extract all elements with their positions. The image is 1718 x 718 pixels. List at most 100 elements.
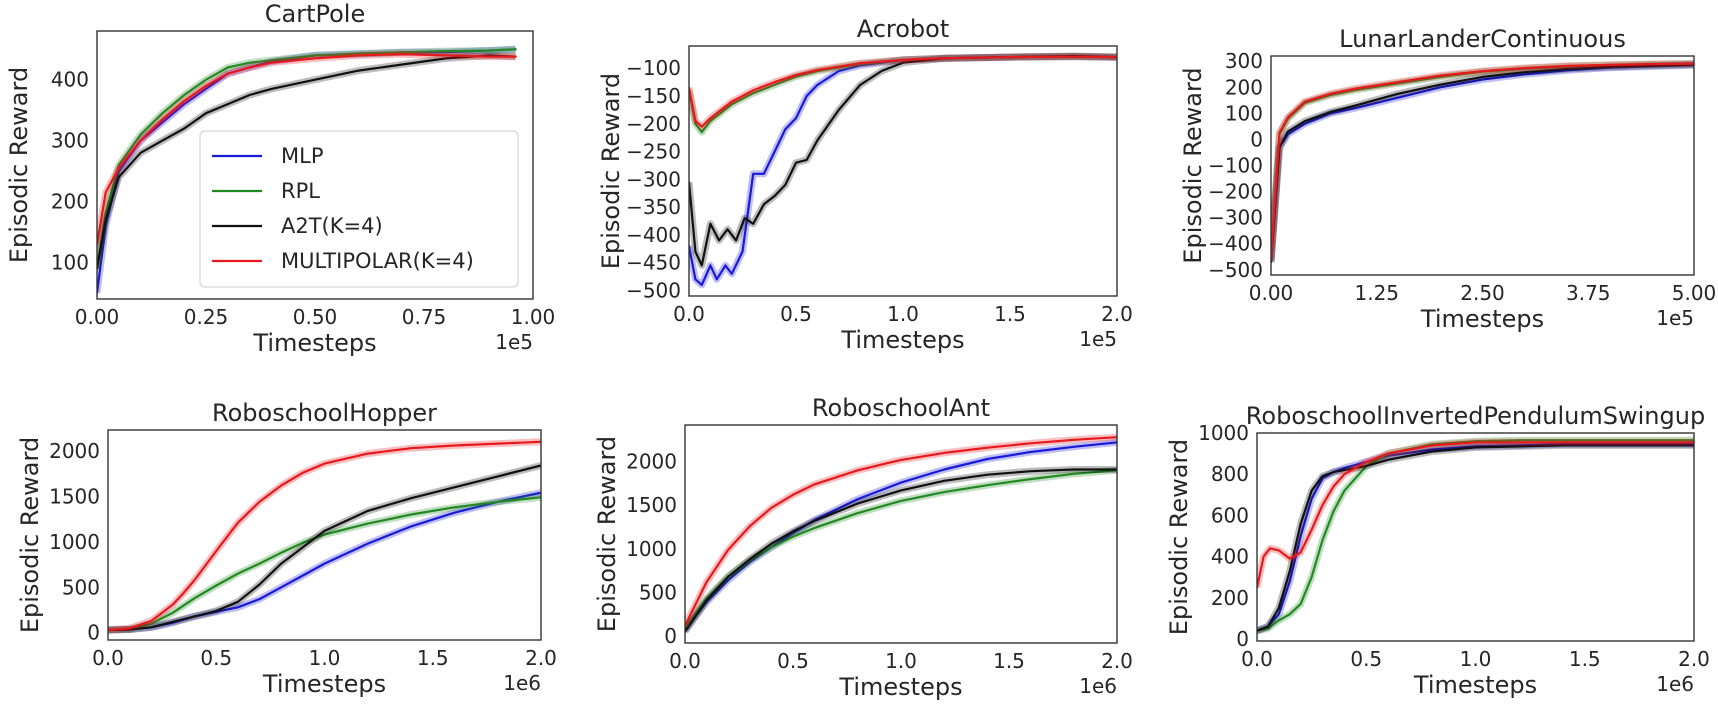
series-line-3 [97, 52, 517, 246]
y-axis-label: Episodic Reward [16, 437, 44, 633]
chart-title: Acrobot [857, 15, 950, 43]
x-tick-label: 2.0 [1678, 647, 1710, 671]
x-tick-label: 1.0 [309, 646, 341, 670]
series-band-3 [1257, 438, 1694, 589]
y-tick-label: −200 [1208, 180, 1263, 204]
y-tick-label: 100 [1225, 101, 1263, 125]
x-axis-exponent: 1e5 [1079, 327, 1117, 351]
chart-title: RoboschoolHopper [212, 399, 437, 427]
series-line-2 [108, 464, 541, 632]
x-axis-label: Timesteps [1413, 671, 1537, 699]
legend-entry-1: RPL [281, 179, 320, 203]
x-axis-exponent: 1e6 [503, 671, 541, 695]
y-tick-label: 0 [664, 624, 677, 648]
y-tick-label: 600 [1211, 503, 1249, 527]
y-tick-label: 2000 [49, 439, 100, 463]
x-tick-label: 1.5 [1569, 647, 1601, 671]
plot-frame [1256, 432, 1695, 642]
x-axis-exponent: 1e5 [495, 330, 533, 354]
series-line-2 [1271, 63, 1694, 264]
y-tick-label: 400 [1211, 545, 1249, 569]
y-tick-label: 0 [1236, 627, 1249, 651]
series-line-3 [685, 436, 1117, 627]
series-line-3 [1271, 62, 1694, 261]
y-tick-label: 1500 [626, 493, 677, 517]
series-group [1257, 436, 1694, 635]
series-line-3 [1257, 441, 1694, 589]
x-axis-label: Timesteps [840, 326, 964, 354]
x-tick-label: 1.5 [993, 649, 1025, 673]
x-axis-exponent: 1e6 [1656, 672, 1694, 696]
x-tick-label: 0.00 [75, 305, 120, 329]
y-tick-label: 500 [639, 580, 677, 604]
plot-frame [684, 424, 1118, 644]
x-tick-label: 0.5 [777, 649, 809, 673]
series-group [1271, 60, 1694, 264]
series-line-1 [1257, 439, 1694, 632]
y-tick-label: 2000 [626, 450, 677, 474]
y-tick-label: 1500 [49, 484, 100, 508]
x-axis-label: Timesteps [1420, 305, 1544, 333]
y-tick-label: −200 [626, 112, 681, 136]
chart-panel-1: CartPole 0.00 0.25 0.50 0.75 1.00 100 200 300 400… [5, 0, 555, 357]
legend-box [199, 130, 519, 288]
x-tick-label: 1.0 [885, 649, 917, 673]
y-tick-label: −400 [626, 223, 681, 247]
x-tick-label: 2.0 [525, 646, 557, 670]
x-tick-label: 0.25 [184, 305, 229, 329]
series-line-2 [685, 468, 1117, 633]
x-tick-label: 0.00 [1249, 281, 1294, 305]
y-tick-label: 100 [51, 250, 89, 274]
series-band-1 [1257, 436, 1694, 635]
y-tick-label: 0 [1250, 127, 1263, 151]
x-tick-label: 0.0 [669, 649, 701, 673]
y-tick-label: 0 [87, 621, 100, 645]
series-line-0 [685, 441, 1117, 632]
y-tick-label: 500 [62, 575, 100, 599]
plot-frame [107, 429, 542, 641]
plot-frame [96, 30, 534, 300]
legend-entry-3: MULTIPOLAR(K=4) [281, 249, 474, 273]
x-tick-label: 1.00 [511, 305, 556, 329]
series-group [685, 433, 1117, 634]
y-tick-label: 400 [51, 68, 89, 92]
x-axis-label: Timesteps [252, 329, 376, 357]
y-tick-label: 300 [51, 129, 89, 153]
y-tick-label: −350 [626, 195, 681, 219]
y-tick-label: 1000 [626, 537, 677, 561]
series-line-3 [689, 55, 1117, 128]
y-tick-label: 200 [1211, 586, 1249, 610]
legend-entry-2: A2T(K=4) [281, 214, 383, 238]
chart-panel-6: RoboschoolInvertedPendulumSwingup 0.0 0.5 1… [1165, 402, 1710, 699]
chart-title: CartPole [265, 0, 365, 28]
y-tick-label: −100 [1208, 154, 1263, 178]
x-tick-label: 1.5 [417, 646, 449, 670]
x-axis-label: Timesteps [838, 673, 962, 701]
y-tick-label: 800 [1211, 462, 1249, 486]
y-tick-label: 1000 [1198, 421, 1249, 445]
x-axis-label: Timesteps [262, 670, 386, 698]
y-tick-label: −400 [1208, 232, 1263, 256]
x-tick-label: 0.0 [92, 646, 124, 670]
x-axis-exponent: 1e5 [1656, 306, 1694, 330]
y-tick-label: −300 [1208, 206, 1263, 230]
legend: MLP RPL A2T(K=4) MULTIPOLAR(K=4) [199, 130, 519, 288]
series-line-2 [689, 54, 1117, 267]
y-tick-label: 1000 [49, 530, 100, 554]
plot-frame [688, 45, 1118, 297]
series-band-2 [685, 466, 1117, 634]
series-line-1 [97, 48, 517, 270]
chart-panel-3: LunarLanderContinuous 0.00 1.25 2.50 3.75 5.0… [1179, 25, 1716, 333]
chart-panel-2: Acrobot 0.0 0.5 1.0 1.5 2.0 −100 −150 −200 −250 −3… [597, 15, 1133, 354]
y-tick-label: −250 [626, 140, 681, 164]
y-axis-label: Episodic Reward [1179, 67, 1207, 263]
x-tick-label: 2.0 [1101, 302, 1133, 326]
x-tick-label: 5.00 [1672, 281, 1717, 305]
y-tick-label: −300 [626, 167, 681, 191]
chart-panel-4: RoboschoolHopper 0.0 0.5 1.0 1.5 2.0 0 500 1000 1… [16, 399, 557, 698]
chart-title: RoboschoolInvertedPendulumSwingup [1246, 402, 1705, 430]
series-group [689, 52, 1117, 289]
x-tick-label: 0.0 [1241, 647, 1273, 671]
y-tick-label: −500 [626, 278, 681, 302]
y-axis-label: Episodic Reward [593, 436, 621, 632]
